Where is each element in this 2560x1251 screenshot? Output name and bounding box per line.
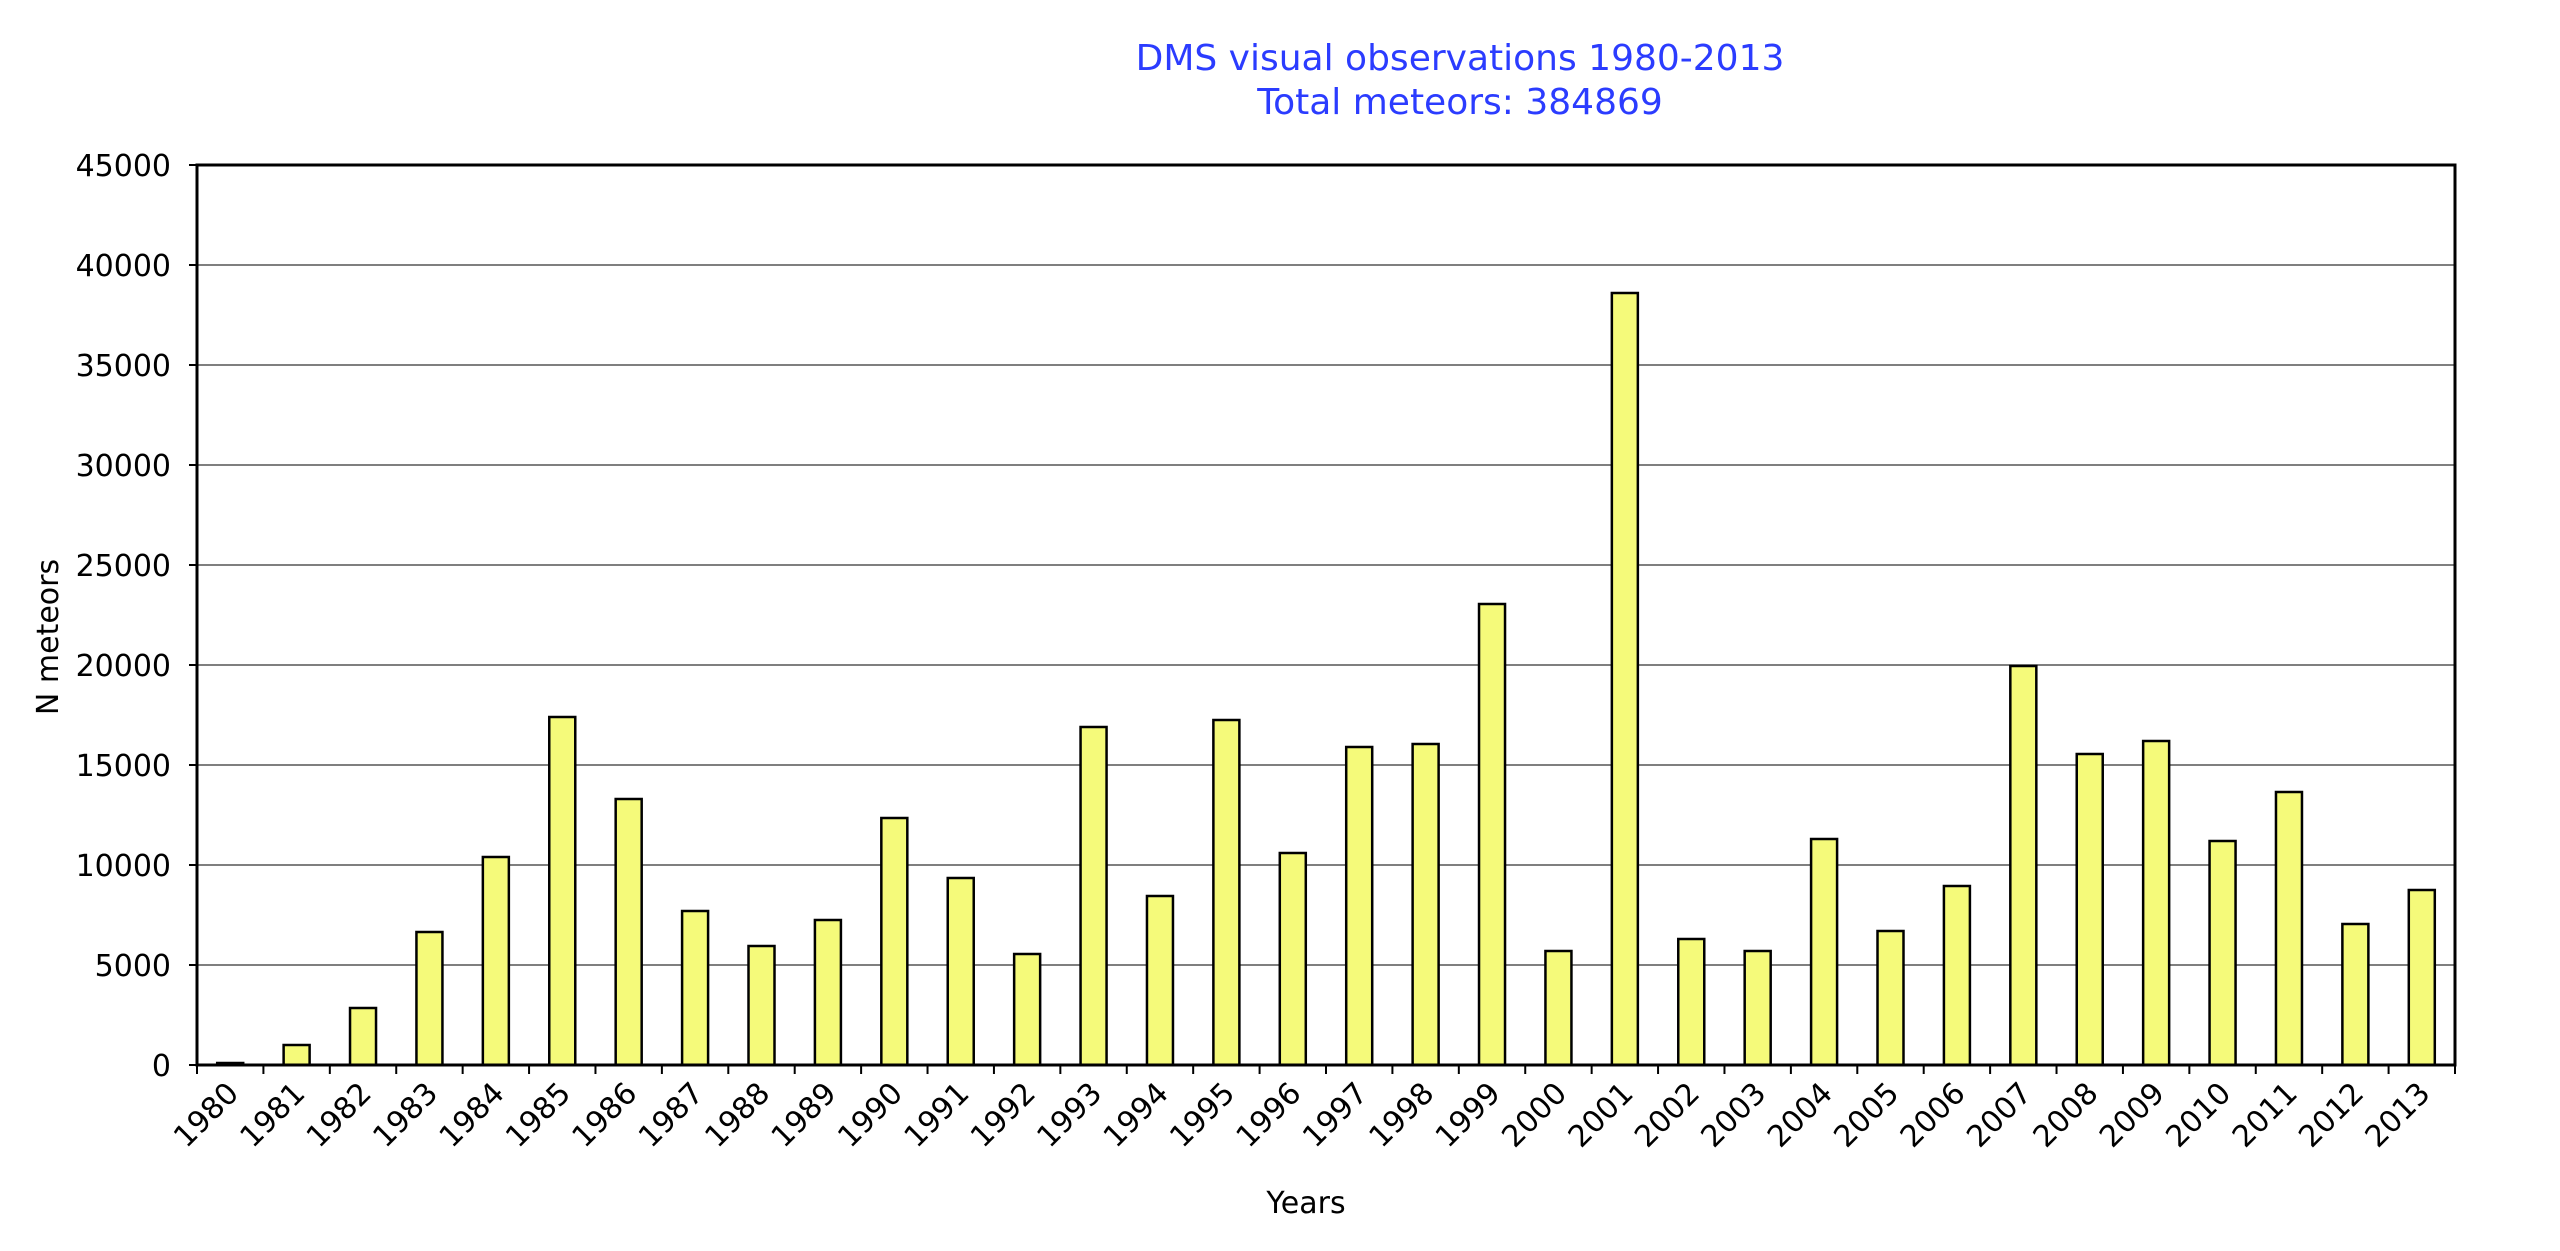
y-tick-label: 15000 <box>76 749 171 784</box>
y-axis-ticks: 0 5000 10000 15000 20000 25000 30000 35000 40000… <box>76 149 197 1084</box>
bar-2002 <box>1677 937 1706 1067</box>
bar-1981 <box>282 1043 311 1067</box>
x-tick-label: 1986 <box>566 1076 645 1155</box>
bar-2009 <box>2141 739 2171 1067</box>
x-tick-label: 1992 <box>964 1076 1043 1155</box>
x-tick-label: 2003 <box>1695 1076 1774 1155</box>
x-tick-label: 2008 <box>2027 1076 2106 1155</box>
y-tick-label: 40000 <box>76 249 171 284</box>
y-tick-label: 30000 <box>76 449 171 484</box>
y-tick-label: 35000 <box>76 349 171 384</box>
x-axis-ticks: 1980198119821983198419851986198719881989… <box>167 1065 2456 1155</box>
x-tick-label: 1982 <box>300 1076 379 1155</box>
bar-2003 <box>1743 949 1772 1067</box>
bar-1996 <box>1278 851 1308 1067</box>
x-tick-label: 1996 <box>1230 1076 1309 1155</box>
bar-1988 <box>747 944 776 1067</box>
bar-2004 <box>1809 837 1839 1067</box>
x-tick-label: 2000 <box>1495 1076 1574 1155</box>
y-tick-label: 0 <box>152 1049 171 1084</box>
x-tick-label: 1995 <box>1163 1076 1242 1155</box>
bar-1994 <box>1145 894 1175 1067</box>
bar-1986 <box>614 797 643 1067</box>
bar-1989 <box>813 918 843 1067</box>
x-tick-label: 2006 <box>1894 1076 1973 1155</box>
grid-lines <box>197 264 2455 966</box>
chart-title: DMS visual observations 1980-2013 <box>1135 38 1785 79</box>
x-tick-label: 1990 <box>831 1076 910 1155</box>
x-tick-label: 2004 <box>1761 1076 1840 1155</box>
x-tick-label: 1993 <box>1030 1076 1109 1155</box>
x-tick-label: 1980 <box>167 1076 246 1155</box>
x-tick-label: 2001 <box>1562 1076 1641 1155</box>
x-tick-label: 2009 <box>2093 1076 2172 1155</box>
x-tick-label: 2012 <box>2292 1076 2371 1155</box>
bar-1997 <box>1344 745 1374 1067</box>
x-axis-label: Years <box>1265 1186 1345 1221</box>
y-axis-label: N meteors <box>31 559 66 715</box>
bar-1992 <box>1012 952 1042 1067</box>
bar-1995 <box>1212 718 1241 1067</box>
bar-1984 <box>481 855 511 1067</box>
x-tick-label: 2011 <box>2226 1076 2305 1155</box>
bar-1991 <box>946 876 975 1067</box>
x-tick-label: 1997 <box>1296 1076 1375 1155</box>
bar-2013 <box>2407 888 2437 1067</box>
bar-2012 <box>2341 922 2370 1067</box>
bar-1998 <box>1411 742 1440 1067</box>
x-tick-label: 1984 <box>433 1076 512 1155</box>
bar-1983 <box>415 930 444 1067</box>
x-tick-label: 1981 <box>234 1076 313 1155</box>
y-tick-label: 20000 <box>76 649 171 684</box>
x-tick-label: 2005 <box>1827 1076 1906 1155</box>
bar-2006 <box>1942 884 1972 1067</box>
x-tick-label: 1987 <box>632 1076 711 1155</box>
bar-1985 <box>548 715 577 1067</box>
x-tick-label: 2007 <box>1960 1076 2039 1155</box>
bar-1999 <box>1477 602 1507 1067</box>
y-tick-label: 25000 <box>76 549 171 584</box>
x-tick-label: 1994 <box>1097 1076 1176 1155</box>
x-tick-label: 1983 <box>366 1076 445 1155</box>
bar-2005 <box>1876 929 1905 1067</box>
bar-2011 <box>2274 790 2304 1067</box>
y-tick-label: 45000 <box>76 149 171 184</box>
x-tick-label: 2013 <box>2359 1076 2438 1155</box>
x-tick-label: 2010 <box>2159 1076 2238 1155</box>
bar-2001 <box>1610 291 1640 1067</box>
chart-subtitle: Total meteors: 384869 <box>1257 82 1663 123</box>
x-tick-label: 1998 <box>1363 1076 1442 1155</box>
bar-1987 <box>680 909 710 1067</box>
y-tick-label: 5000 <box>95 949 171 984</box>
bar-2000 <box>1544 949 1573 1067</box>
x-tick-label: 1989 <box>765 1076 844 1155</box>
x-tick-label: 2002 <box>1628 1076 1707 1155</box>
bar-1990 <box>880 816 909 1067</box>
bar-2007 <box>2009 664 2038 1067</box>
y-tick-label: 10000 <box>76 849 171 884</box>
bar-1993 <box>1079 725 1108 1067</box>
x-tick-label: 1999 <box>1429 1076 1508 1155</box>
plot-area-frame <box>195 163 2457 1067</box>
bar-2008 <box>2075 752 2104 1067</box>
x-tick-label: 1991 <box>898 1076 977 1155</box>
x-tick-label: 1985 <box>499 1076 578 1155</box>
bar-2010 <box>2208 839 2237 1067</box>
bars <box>215 291 2437 1067</box>
bar-1982 <box>348 1006 378 1067</box>
x-tick-label: 1988 <box>698 1076 777 1155</box>
